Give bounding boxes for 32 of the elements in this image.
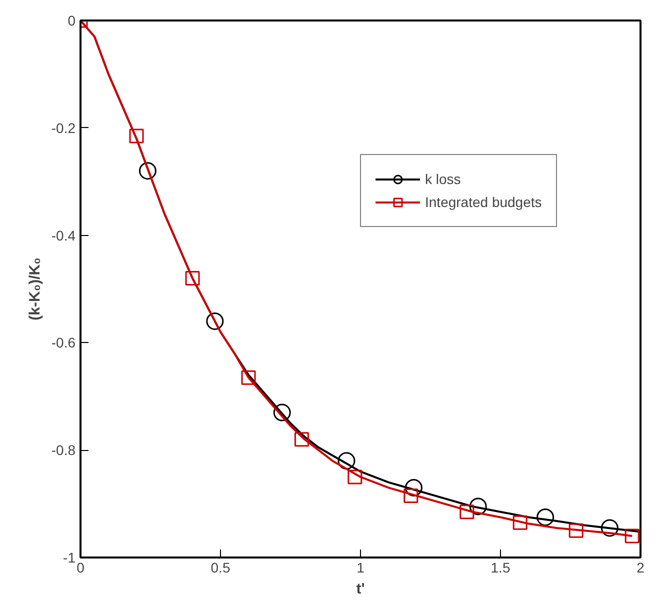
x-tick-label: 1: [356, 560, 365, 576]
x-axis-title: t': [356, 580, 365, 598]
point: [512, 515, 528, 530]
point: [469, 498, 487, 516]
legend-label: Integrated budgets: [425, 194, 542, 210]
point: [273, 404, 291, 422]
point: [460, 504, 474, 520]
x-tick-label: 0.5: [210, 560, 230, 576]
point: [536, 508, 554, 526]
y-tick-label: 0: [68, 12, 76, 28]
point: [241, 370, 256, 385]
point: [568, 523, 584, 538]
point: [294, 432, 309, 447]
y-tick-label: -0.2: [51, 120, 76, 136]
point: [404, 488, 418, 503]
point: [348, 470, 362, 484]
point: [600, 519, 618, 537]
point: [138, 162, 156, 180]
point: [338, 452, 356, 470]
y-tick-label: -1: [63, 550, 76, 566]
y-tick-label: -0.8: [51, 442, 76, 458]
point: [206, 312, 224, 330]
point: [624, 528, 640, 544]
x-tick-label: 2: [636, 560, 645, 576]
y-tick-label: -0.4: [51, 227, 76, 244]
point: [404, 478, 422, 496]
y-axis-title: (k-K₀)/K₀: [26, 258, 44, 320]
legend-label: k loss: [425, 171, 461, 187]
point: [185, 271, 200, 286]
y-tick-label: -0.6: [51, 334, 76, 351]
point: [129, 128, 144, 144]
x-tick-label: 1.5: [490, 560, 510, 576]
